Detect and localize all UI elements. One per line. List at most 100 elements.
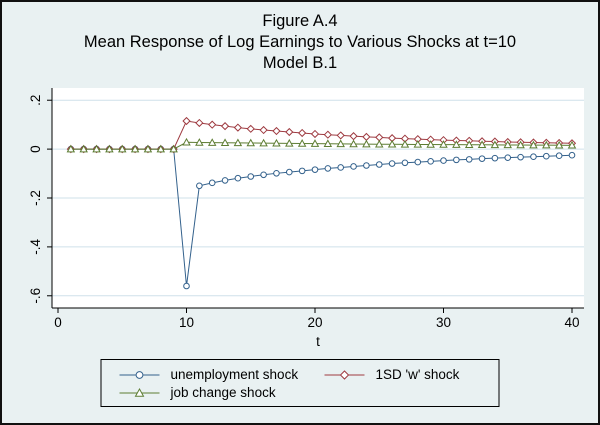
triangle-marker bbox=[529, 140, 538, 149]
triangle-marker bbox=[426, 140, 435, 148]
legend-label: 1SD 'w' shock bbox=[375, 367, 460, 382]
x-tick-label: 10 bbox=[179, 315, 194, 330]
diamond-marker bbox=[272, 126, 281, 136]
x-axis-title: t bbox=[316, 334, 320, 349]
circle-marker bbox=[363, 162, 370, 169]
circle-marker bbox=[530, 153, 537, 160]
circle-marker bbox=[375, 161, 383, 168]
title-block: Figure A.4 Mean Response of Log Earnings… bbox=[2, 11, 598, 74]
legend-symbol-circle bbox=[119, 370, 160, 379]
triangle-marker bbox=[336, 139, 345, 148]
diamond-marker bbox=[233, 123, 243, 132]
triangle-marker bbox=[130, 144, 140, 153]
circle-marker bbox=[478, 155, 486, 162]
triangle-marker bbox=[156, 144, 166, 153]
legend-symbol-diamond bbox=[324, 369, 365, 380]
y-tick-label: .2 bbox=[28, 95, 43, 106]
legend-label: unemployment shock bbox=[170, 367, 299, 382]
triangle-marker bbox=[182, 137, 191, 146]
circle-marker bbox=[388, 160, 396, 167]
legend-entry-job-change-shock: job change shock bbox=[118, 385, 323, 400]
circle-marker bbox=[298, 167, 306, 175]
figure-subtitle: Mean Response of Log Earnings to Various… bbox=[83, 33, 517, 51]
x-tick-label: 20 bbox=[307, 315, 322, 330]
figure-model-label: Model B.1 bbox=[262, 54, 338, 72]
circle-marker bbox=[350, 163, 357, 170]
x-tick-label: 40 bbox=[564, 315, 579, 330]
triangle-marker bbox=[387, 139, 397, 148]
circle-marker bbox=[273, 170, 280, 177]
circle-marker bbox=[504, 154, 512, 161]
circle-marker bbox=[543, 152, 550, 160]
circle-marker bbox=[427, 158, 434, 165]
triangle-marker bbox=[105, 144, 114, 153]
circle-marker bbox=[337, 164, 345, 171]
y-tick-label: -.6 bbox=[28, 288, 43, 304]
diamond-marker bbox=[323, 130, 332, 139]
series-job-change-shock bbox=[66, 137, 577, 153]
diamond-marker bbox=[220, 122, 230, 131]
triangle-marker bbox=[413, 140, 423, 148]
circle-marker bbox=[221, 177, 229, 184]
x-tick-label: 30 bbox=[436, 315, 451, 330]
y-tick-label: -.2 bbox=[28, 190, 43, 206]
triangle-marker bbox=[134, 387, 145, 397]
triangle-marker bbox=[259, 138, 268, 147]
diamond-marker bbox=[339, 369, 350, 380]
circle-marker bbox=[247, 173, 255, 180]
circle-marker bbox=[196, 182, 203, 190]
series-line bbox=[70, 141, 573, 150]
y-tick-label: 0 bbox=[28, 145, 43, 153]
triangle-marker bbox=[195, 138, 204, 146]
triangle-marker bbox=[323, 139, 333, 147]
legend-entry-unemployment-shock: unemployment shock bbox=[118, 367, 323, 382]
triangle-marker bbox=[542, 140, 551, 149]
triangle-marker bbox=[439, 140, 448, 148]
circle-marker bbox=[491, 154, 499, 162]
circle-marker bbox=[234, 174, 242, 182]
triangle-marker bbox=[143, 144, 153, 153]
circle-marker bbox=[453, 156, 460, 164]
circle-marker bbox=[260, 171, 267, 179]
triangle-marker bbox=[310, 139, 320, 147]
triangle-marker bbox=[220, 138, 230, 146]
circle-marker bbox=[440, 157, 447, 164]
legend: unemployment shock 1SD 'w' shock job cha… bbox=[100, 359, 500, 407]
circle-marker bbox=[311, 166, 319, 173]
diamond-marker bbox=[259, 125, 268, 135]
diamond-marker bbox=[208, 120, 217, 129]
triangle-marker bbox=[349, 139, 358, 148]
triangle-marker bbox=[233, 138, 243, 147]
triangle-marker bbox=[285, 138, 294, 147]
x-tick-label: 0 bbox=[54, 315, 62, 330]
circle-marker bbox=[208, 179, 216, 187]
diamond-marker bbox=[195, 118, 204, 128]
triangle-marker bbox=[66, 144, 76, 153]
diamond-marker bbox=[310, 129, 320, 139]
circle-marker bbox=[401, 159, 409, 167]
triangle-marker bbox=[477, 140, 487, 149]
legend-symbol-triangle bbox=[119, 387, 160, 397]
circle-marker bbox=[183, 282, 190, 290]
triangle-marker bbox=[362, 139, 371, 148]
triangle-marker bbox=[272, 138, 281, 147]
triangle-marker bbox=[516, 140, 525, 149]
legend-label: job change shock bbox=[170, 385, 276, 400]
triangle-marker bbox=[92, 144, 101, 153]
circle-marker bbox=[286, 168, 293, 176]
triangle-marker bbox=[567, 140, 577, 149]
triangle-marker bbox=[375, 139, 384, 148]
figure-title: Figure A.4 bbox=[262, 12, 338, 30]
circle-marker bbox=[555, 152, 563, 160]
diamond-marker bbox=[285, 127, 294, 137]
triangle-marker bbox=[118, 144, 127, 153]
circle-marker bbox=[465, 156, 473, 163]
triangle-marker bbox=[169, 144, 178, 153]
triangle-marker bbox=[490, 140, 500, 149]
circle-marker bbox=[414, 158, 422, 166]
triangle-marker bbox=[246, 138, 255, 147]
legend-entry-1sd-w-shock: 1SD 'w' shock bbox=[323, 367, 483, 382]
diamond-marker bbox=[182, 116, 191, 126]
